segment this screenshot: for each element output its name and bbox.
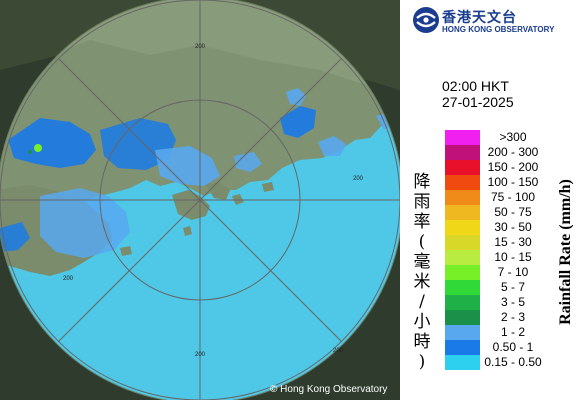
legend-row: >300 bbox=[445, 130, 575, 145]
legend-row: 1 - 2 bbox=[445, 325, 575, 340]
legend-label: 30 - 50 bbox=[494, 220, 532, 234]
rain-echo-far-west bbox=[0, 222, 30, 252]
legend-swatch bbox=[445, 160, 480, 175]
legend-swatch bbox=[445, 310, 480, 325]
legend-swatch bbox=[445, 325, 480, 340]
rain-echo-center bbox=[155, 146, 220, 186]
legend-label: 7 - 10 bbox=[497, 265, 529, 279]
legend-swatch bbox=[445, 145, 480, 160]
rain-echo-heavy-2 bbox=[28, 150, 32, 154]
range-label-east: 200 bbox=[353, 176, 364, 182]
island-hk bbox=[205, 182, 230, 200]
observation-time: 02:00 HKT bbox=[442, 78, 509, 94]
legend-swatch bbox=[445, 220, 480, 235]
legend-row: 15 - 30 bbox=[445, 235, 575, 250]
legend-row: 0.50 - 1 bbox=[445, 340, 575, 355]
range-grid bbox=[0, 0, 400, 400]
range-label-west: 200 bbox=[63, 276, 74, 282]
legend-label: 2 - 3 bbox=[500, 310, 525, 324]
logo-chinese-name: 香港天文台 bbox=[442, 10, 517, 26]
legend-row: 30 - 50 bbox=[445, 220, 575, 235]
legend-row: 200 - 300 bbox=[445, 145, 575, 160]
range-label-north: 200 bbox=[195, 44, 206, 50]
rainfall-legend: >300 200 - 300 150 - 200 100 - 150 75 - 100 5… bbox=[445, 130, 575, 370]
legend-label: 0.15 - 0.50 bbox=[484, 355, 542, 369]
legend-label: 75 - 100 bbox=[490, 190, 536, 204]
island-small-2 bbox=[183, 226, 192, 236]
radar-map: 200 200 200 200 200 © Hong Kong Observat… bbox=[0, 0, 400, 400]
legend-label: 50 - 75 bbox=[494, 205, 532, 219]
legend-title-chinese: 降雨率(毫米 / 小時) bbox=[413, 172, 431, 372]
rain-echo-small bbox=[234, 152, 262, 172]
legend-label: 1 - 2 bbox=[500, 325, 525, 339]
legend-row: 0.15 - 0.50 bbox=[445, 355, 575, 370]
legend-swatch bbox=[445, 175, 480, 190]
legend-swatch bbox=[445, 205, 480, 220]
legend-row: 10 - 15 bbox=[445, 250, 575, 265]
legend-label: 200 - 300 bbox=[487, 145, 539, 159]
legend-row: 2 - 3 bbox=[445, 310, 575, 325]
legend-swatch bbox=[445, 280, 480, 295]
rain-echo-east bbox=[280, 106, 316, 138]
legend-title-english: Rainfall Rate (mm/h) bbox=[557, 179, 574, 325]
legend-row: 3 - 5 bbox=[445, 295, 575, 310]
info-panel: 香港天文台 HONG KONG OBSERVATORY 02:00 HKT 27… bbox=[400, 0, 577, 400]
legend-row: 50 - 75 bbox=[445, 205, 575, 220]
legend-label: 15 - 30 bbox=[494, 235, 532, 249]
island-small-3 bbox=[262, 182, 274, 192]
legend-label: 100 - 150 bbox=[487, 175, 539, 189]
copyright-text: Hong Kong Observatory bbox=[280, 384, 388, 395]
observation-date: 27-01-2025 bbox=[442, 94, 514, 110]
legend-row: 5 - 7 bbox=[445, 280, 575, 295]
legend-row: 7 - 10 bbox=[445, 265, 575, 280]
copyright-icon: © bbox=[270, 384, 278, 395]
rain-echo-east-small bbox=[318, 136, 346, 156]
rain-echo-northeast bbox=[286, 88, 306, 106]
radar-image: 200 200 200 200 200 bbox=[0, 0, 400, 400]
logo-english-name: HONG KONG OBSERVATORY bbox=[442, 25, 555, 34]
legend-swatch bbox=[445, 130, 480, 145]
legend-label: 150 - 200 bbox=[487, 160, 539, 174]
range-label-southeast: 200 bbox=[333, 348, 344, 354]
legend-swatch bbox=[445, 265, 480, 280]
rain-echo-southwest bbox=[40, 188, 130, 258]
legend-row: 100 - 150 bbox=[445, 175, 575, 190]
legend-swatch bbox=[445, 355, 480, 370]
hko-logo: 香港天文台 HONG KONG OBSERVATORY bbox=[412, 6, 572, 36]
rain-echoes bbox=[0, 88, 396, 258]
rain-echo-heavy bbox=[34, 144, 42, 152]
legend-swatch bbox=[445, 340, 480, 355]
range-label-south: 200 bbox=[195, 352, 206, 358]
legend-swatch bbox=[445, 235, 480, 250]
mainland-hills bbox=[0, 0, 400, 110]
legend-swatch bbox=[445, 190, 480, 205]
legend-swatch bbox=[445, 250, 480, 265]
hko-logo-icon bbox=[413, 7, 439, 33]
legend-label: 0.50 - 1 bbox=[492, 340, 534, 354]
grid-spoke-nesw bbox=[58, 58, 342, 342]
copyright-notice: © Hong Kong Observatory bbox=[270, 384, 387, 395]
legend-row: 75 - 100 bbox=[445, 190, 575, 205]
legend-label: >300 bbox=[499, 130, 527, 144]
legend-swatch bbox=[445, 295, 480, 310]
legend-row: 150 - 200 bbox=[445, 160, 575, 175]
island-small-4 bbox=[120, 246, 132, 256]
rain-echo-west bbox=[8, 118, 96, 168]
legend-label: 3 - 5 bbox=[500, 295, 525, 309]
legend-label: 10 - 15 bbox=[494, 250, 532, 264]
legend-label: 5 - 7 bbox=[500, 280, 525, 294]
